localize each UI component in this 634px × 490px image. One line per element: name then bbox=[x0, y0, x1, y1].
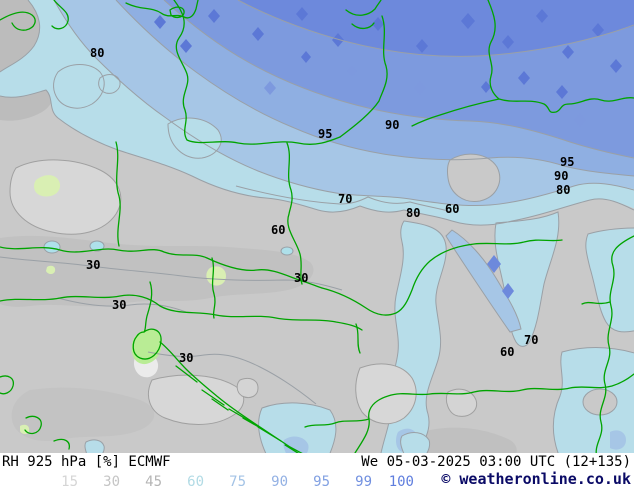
lakes bbox=[43, 240, 294, 256]
map-title: RH 925 hPa [%] ECMWF bbox=[2, 454, 171, 470]
legend-value-95: 95 bbox=[313, 474, 330, 490]
contour-label: 80 bbox=[556, 183, 570, 197]
contour-label: 30 bbox=[179, 351, 193, 365]
legend-value-75: 75 bbox=[229, 474, 246, 490]
legend-value-100: 100 bbox=[388, 474, 414, 490]
contour-label: 60 bbox=[271, 223, 285, 237]
contour-label: 30 bbox=[86, 258, 100, 272]
contour-label: 90 bbox=[554, 169, 568, 183]
contour-label: 80 bbox=[90, 46, 104, 60]
legend-value-99: 99 bbox=[355, 474, 372, 490]
country-borders bbox=[0, 0, 634, 453]
contour-label: 30 bbox=[112, 298, 126, 312]
humidity-legend: 15 30 45 60 75 90 95 99 100 bbox=[36, 471, 414, 490]
saturation-spots bbox=[154, 7, 622, 99]
contour-label: 30 bbox=[294, 271, 308, 285]
contour-label: 95 bbox=[560, 155, 574, 169]
contour-label: 70 bbox=[338, 192, 352, 206]
contour-label: 60 bbox=[445, 202, 459, 216]
legend-value-90: 90 bbox=[271, 474, 288, 490]
contour-label: 70 bbox=[524, 333, 538, 347]
legend-value-30: 30 bbox=[103, 474, 120, 490]
saturation-spots-light bbox=[264, 65, 586, 127]
contour-label: 90 bbox=[385, 118, 399, 132]
caption-bar: RH 925 hPa [%] ECMWF We 05-03-2025 03:00… bbox=[0, 453, 634, 490]
copyright-text: © weatheronline.co.uk bbox=[441, 470, 631, 488]
legend-value-15: 15 bbox=[61, 474, 78, 490]
legend-value-45: 45 bbox=[145, 474, 162, 490]
contour-label: 80 bbox=[406, 206, 420, 220]
contour-label: 60 bbox=[500, 345, 514, 359]
dry-patches bbox=[9, 159, 478, 434]
map-datetime: We 05-03-2025 03:00 UTC (12+135) bbox=[361, 454, 631, 470]
contour-label: 95 bbox=[318, 127, 332, 141]
contour-lines bbox=[0, 0, 634, 405]
legend-value-60: 60 bbox=[187, 474, 204, 490]
